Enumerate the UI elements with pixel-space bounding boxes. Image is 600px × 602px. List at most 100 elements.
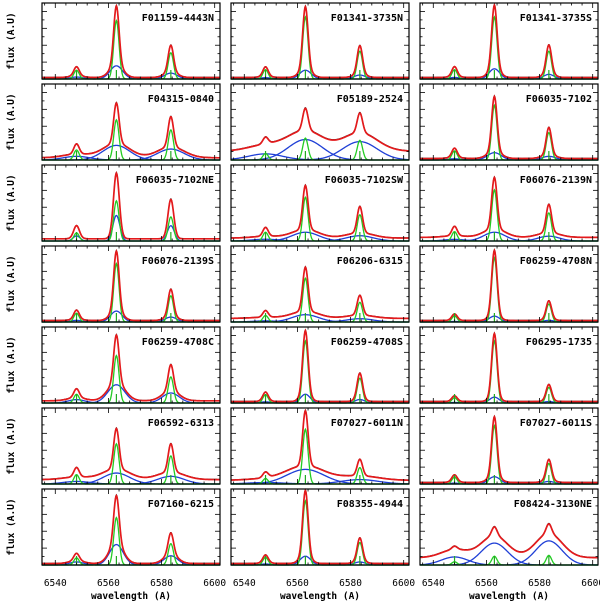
panel-label: F07027-6011S — [520, 418, 592, 429]
y-axis-label: flux (A.U) — [6, 174, 17, 231]
panel-frame — [41, 326, 221, 404]
narrow-halpha-component — [231, 15, 409, 80]
x-tick-label: 6540 — [44, 578, 67, 589]
narrow-halpha-component — [231, 427, 409, 485]
panel-frame — [41, 2, 221, 80]
total-fit-line — [41, 426, 220, 481]
panel-frame — [230, 407, 410, 485]
panel-label: F07160-6215 — [148, 499, 214, 510]
spectrum-panel: F06035-7102NE — [41, 164, 221, 242]
total-fit-line — [42, 249, 220, 322]
narrow-halpha-component — [231, 137, 409, 161]
narrow-nii-component — [420, 463, 598, 485]
total-fit-line — [231, 488, 409, 565]
panel-frame — [41, 164, 221, 242]
observed-spectrum — [230, 183, 409, 239]
narrow-nii-component — [231, 50, 409, 80]
narrow-halpha-component — [420, 256, 598, 323]
panel-label: F06259-4708N — [520, 256, 592, 267]
narrow-halpha-component — [231, 195, 409, 242]
narrow-nii-component — [231, 377, 409, 404]
total-fit-line — [42, 493, 220, 565]
total-fit-line — [420, 414, 598, 484]
panel-frame — [230, 326, 410, 404]
broad-nii-component — [230, 140, 410, 161]
y-axis-label: flux (A.U) — [6, 498, 17, 555]
total-fit-line — [42, 3, 220, 79]
x-tick-label: 6560 — [286, 578, 309, 589]
y-axis-label: flux (A.U) — [6, 255, 17, 312]
panel-label: F04315-0840 — [148, 94, 214, 105]
panel-frame — [41, 407, 221, 485]
x-tick-label: 6560 — [475, 578, 498, 589]
spectrum-panel: F05189-2524 — [230, 83, 410, 161]
panel-label: F08424-3130NE — [514, 499, 592, 510]
spectrum-panel: F01341-3735S — [419, 2, 599, 80]
y-axis-label: flux (A.U) — [6, 12, 17, 69]
total-fit-line — [420, 248, 598, 322]
panel-frame — [419, 164, 599, 242]
total-fit-line — [230, 107, 410, 152]
total-fit-line — [420, 3, 598, 79]
total-fit-line — [231, 328, 409, 403]
spectrum-panel: F07027-6011S — [419, 407, 599, 485]
panel-label: F06295-1735 — [526, 337, 592, 348]
panel-label: F06592-6313 — [148, 418, 214, 429]
panel-label: F06259-4708C — [142, 337, 214, 348]
panel-label: F07027-6011N — [331, 418, 403, 429]
panel-label: F06259-4708S — [331, 337, 403, 348]
narrow-halpha-component — [231, 276, 409, 323]
narrow-nii-component — [420, 132, 598, 161]
panel-frame — [419, 488, 599, 566]
panel-frame — [230, 488, 410, 566]
observed-spectrum — [41, 426, 221, 480]
narrow-halpha-component — [42, 262, 220, 323]
panel-frame — [230, 245, 410, 323]
y-axis-label: flux (A.U) — [6, 336, 17, 393]
spectrum-panel: F07160-6215 — [41, 488, 221, 566]
narrow-halpha-component — [231, 499, 409, 566]
spectrum-panel: F06295-1735 — [419, 326, 599, 404]
narrow-halpha-component — [420, 103, 598, 161]
panel-label: F08355-4944 — [337, 499, 403, 510]
panel-frame — [41, 83, 221, 161]
panel-label: F06035-7102NE — [136, 175, 214, 186]
spectrum-panel: F06259-4708N — [419, 245, 599, 323]
y-axis-label: flux (A.U) — [6, 93, 17, 150]
panel-frame — [419, 83, 599, 161]
panel-label: F06035-7102 — [526, 94, 592, 105]
x-tick-label: 6540 — [233, 578, 256, 589]
panel-label: F01341-3735S — [520, 13, 592, 24]
panel-frame — [41, 245, 221, 323]
panel-frame — [419, 326, 599, 404]
panel-label: F01341-3735N — [331, 13, 403, 24]
total-fit-line — [41, 101, 220, 159]
spectrum-panel: F08424-3130NE — [419, 488, 599, 566]
narrow-halpha-component — [231, 339, 409, 404]
x-tick-label: 6600 — [392, 578, 415, 589]
observed-spectrum — [231, 265, 409, 319]
panel-frame — [41, 488, 221, 566]
spectrum-panel: F08355-4944 — [230, 488, 410, 566]
x-tick-label: 6580 — [150, 578, 173, 589]
x-tick-label: 6600 — [581, 578, 600, 589]
narrow-nii-component — [42, 52, 220, 80]
narrow-halpha-component — [420, 339, 598, 404]
panel-frame — [419, 407, 599, 485]
panel-label: F06206-6315 — [337, 256, 403, 267]
panel-label: F06076-2139N — [520, 175, 592, 186]
narrow-nii-component — [420, 303, 598, 323]
narrow-nii-component — [231, 301, 409, 323]
total-fit-line — [42, 333, 220, 402]
total-fit-line — [420, 94, 598, 160]
narrow-nii-component — [42, 455, 220, 485]
spectrum-panel: F06592-6313 — [41, 407, 221, 485]
x-tick-label: 6580 — [339, 578, 362, 589]
spectrum-panel: F06259-4708C — [41, 326, 221, 404]
narrow-halpha-component — [42, 19, 220, 80]
spectrum-panel: F06259-4708S — [230, 326, 410, 404]
panel-frame — [230, 164, 410, 242]
narrow-halpha-component — [42, 516, 220, 566]
total-fit-line — [420, 331, 598, 403]
